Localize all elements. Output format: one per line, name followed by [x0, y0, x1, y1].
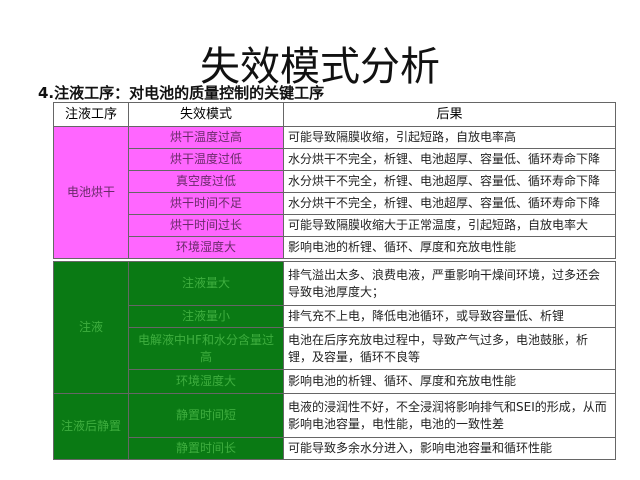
result-cell: 影响电池的析锂、循环、厚度和充放电性能	[283, 236, 616, 259]
mode-cell: 注液量大	[128, 261, 284, 306]
table-row: 电池烘干 烘干温度过高 可能导致隔膜收缩，引起短路，自放电率高	[53, 126, 616, 259]
table-row: 电解液中HF和水分含量过高 电池在后序充放电过程中，导致产气过多，电池鼓胀，析锂，…	[54, 327, 616, 370]
result-cell: 水分烘干不完全，析锂、电池超厚、容量低、循环寿命下降	[283, 192, 616, 215]
header-mode: 失效模式	[128, 102, 284, 127]
mode-cell: 静置时间短	[128, 393, 284, 438]
result-cell: 排气充不上电，降低电池循环，或导致容量低、析锂	[283, 305, 616, 328]
result-cell: 排气溢出太多、浪费电液，严重影响干燥间环境，过多还会导致电池厚度大；	[283, 261, 616, 306]
result-cell: 电液的浸润性不好，不全浸润将影响排气和SEI的形成，从而影响电池容量，电性能，电…	[283, 393, 616, 438]
mode-cell: 环境湿度大	[128, 236, 284, 259]
table-row: 烘干温度过低 水分烘干不完全，析锂、电池超厚、容量低、循环寿命下降	[54, 148, 616, 171]
mode-cell: 静置时间长	[128, 437, 284, 460]
process-cell: 注液	[53, 261, 129, 394]
mode-cell: 烘干温度过低	[128, 148, 284, 171]
result-cell: 可能导致隔膜收缩大于正常温度，引起短路，自放电率大	[283, 214, 616, 237]
result-cell: 水分烘干不完全，析锂、电池超厚、容量低、循环寿命下降	[283, 148, 616, 171]
slide-title: 失效模式分析	[200, 44, 440, 90]
slide-subtitle: 4.注液工序：对电池的质量控制的关键工序	[38, 84, 325, 102]
table-row: 注液后静置 静置时间短 电液的浸润性不好，不全浸润将影响排气和SEI的形成，从而影响…	[53, 393, 616, 460]
result-cell: 影响电池的析锂、循环、厚度和充放电性能	[283, 369, 616, 394]
table-row: 环境湿度大 影响电池的析锂、循环、厚度和充放电性能	[54, 236, 616, 259]
failure-mode-table: 注液工序 失效模式 后果 电池烘干 烘干温度过高 可能导致隔膜收缩，引起短路，自放电…	[53, 102, 616, 460]
table-row: 真空度过低 水分烘干不完全，析锂、电池超厚、容量低、循环寿命下降	[54, 170, 616, 193]
mode-cell: 烘干温度过高	[128, 126, 284, 149]
header-result: 后果	[283, 102, 616, 127]
table-header-row: 注液工序 失效模式 后果	[53, 102, 616, 127]
table-row: 烘干时间过长 可能导致隔膜收缩大于正常温度，引起短路，自放电率大	[54, 214, 616, 237]
mode-cell: 烘干时间过长	[128, 214, 284, 237]
mode-cell: 烘干时间不足	[128, 192, 284, 215]
process-cell: 注液后静置	[53, 393, 129, 460]
result-cell: 可能导致多余水分进入，影响电池容量和循环性能	[283, 437, 616, 460]
process-cell: 电池烘干	[53, 126, 129, 259]
header-process: 注液工序	[53, 102, 129, 127]
mode-cell: 真空度过低	[128, 170, 284, 193]
table-row: 静置时间长 可能导致多余水分进入，影响电池容量和循环性能	[54, 437, 616, 460]
result-cell: 水分烘干不完全，析锂、电池超厚、容量低、循环寿命下降	[283, 170, 616, 193]
table-row: 烘干时间不足 水分烘干不完全，析锂、电池超厚、容量低、循环寿命下降	[54, 192, 616, 215]
result-cell: 可能导致隔膜收缩，引起短路，自放电率高	[283, 126, 616, 149]
table-row: 环境湿度大 影响电池的析锂、循环、厚度和充放电性能	[54, 369, 616, 394]
table-row: 注液 注液量大 排气溢出太多、浪费电液，严重影响干燥间环境，过多还会导致电池厚度大；	[53, 261, 616, 394]
result-cell: 电池在后序充放电过程中，导致产气过多，电池鼓胀，析锂，及容量，循环不良等	[283, 327, 616, 370]
mode-cell: 注液量小	[128, 305, 284, 328]
table-row: 注液量小 排气充不上电，降低电池循环，或导致容量低、析锂	[54, 305, 616, 328]
mode-cell: 电解液中HF和水分含量过高	[128, 327, 284, 370]
mode-cell: 环境湿度大	[128, 369, 284, 394]
